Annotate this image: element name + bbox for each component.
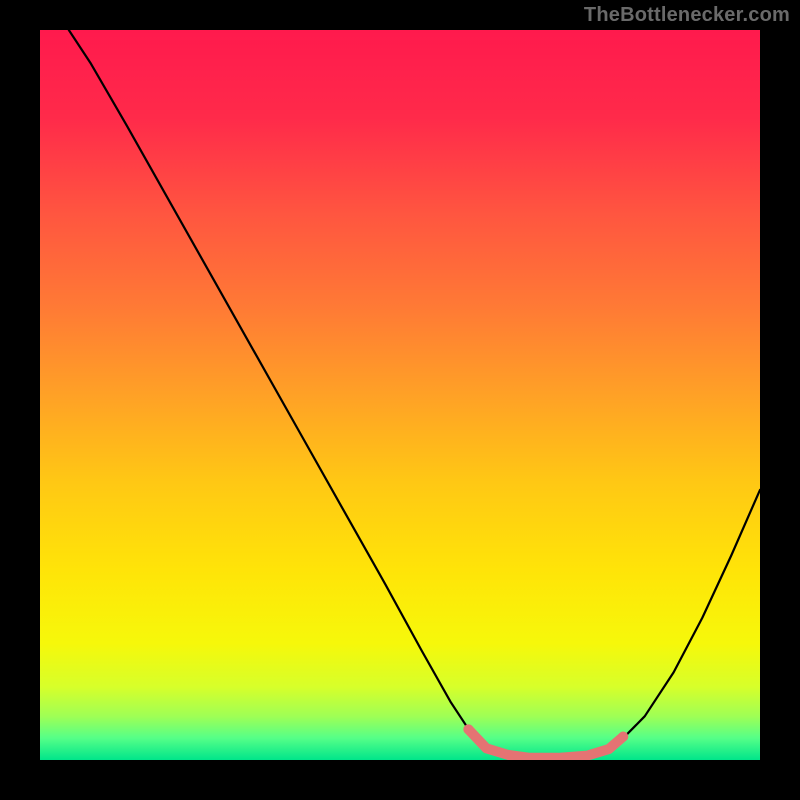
chart-container: TheBottlenecker.com bbox=[0, 0, 800, 800]
watermark-text: TheBottlenecker.com bbox=[584, 4, 790, 27]
plot-area bbox=[40, 30, 760, 760]
gradient-background bbox=[40, 30, 760, 760]
marker-endpoint bbox=[463, 724, 473, 734]
plot-svg bbox=[40, 30, 760, 760]
marker-endpoint bbox=[618, 732, 628, 742]
